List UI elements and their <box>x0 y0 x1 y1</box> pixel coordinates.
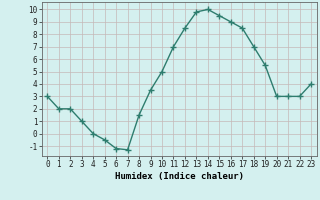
X-axis label: Humidex (Indice chaleur): Humidex (Indice chaleur) <box>115 172 244 181</box>
